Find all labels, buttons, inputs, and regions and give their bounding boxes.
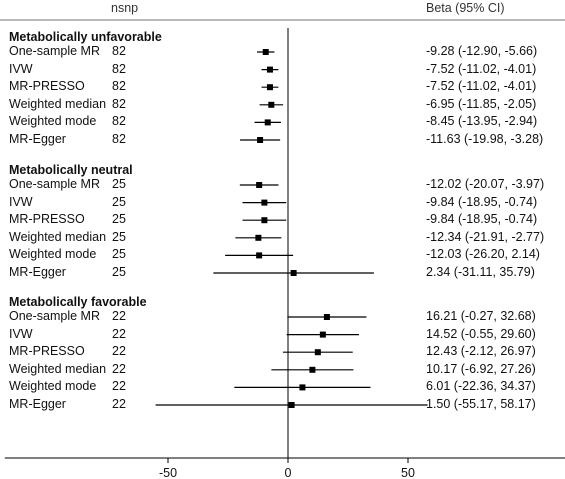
estimate-ci-text: -6.95 (-11.85, -2.05) <box>426 96 537 111</box>
method-label: Weighted mode <box>9 379 97 394</box>
group-label: Metabolically unfavorable <box>9 30 162 44</box>
method-label: Weighted mode <box>9 247 97 262</box>
estimate-ci-text: 2.34 (-31.11, 35.79) <box>426 265 535 279</box>
method-label: MR-Egger <box>9 397 66 411</box>
point-estimate <box>323 314 330 320</box>
point-estimate <box>266 66 273 73</box>
estimate-ci-text: -9.84 (-18.95, -0.74) <box>426 212 538 227</box>
group-label: Metabolically neutral <box>9 163 133 177</box>
estimate-ci-text: -8.45 (-13.95, -2.94) <box>426 114 538 129</box>
point-estimate <box>319 331 326 338</box>
point-estimate <box>264 119 271 126</box>
point-estimate <box>256 182 263 188</box>
estimate-ci-text: 16.21 (-0.27, 32.68) <box>426 309 536 323</box>
point-estimate <box>314 349 321 356</box>
estimate-ci-text: -9.84 (-18.95, -0.74) <box>426 194 538 209</box>
nsnp-value: 82 <box>112 132 126 146</box>
x-tick-label: 50 <box>401 466 415 479</box>
estimate-column-header: Beta (95% CI) <box>426 1 505 15</box>
estimate-ci-text: 1.50 (-55.17, 58.17) <box>426 397 536 411</box>
method-label: MR-Egger <box>9 132 66 146</box>
method-label: MR-PRESSO <box>9 344 85 359</box>
method-label: One-sample MR <box>9 177 100 191</box>
point-estimate <box>266 84 273 91</box>
estimate-ci-text: -9.28 (-12.90, -5.66) <box>426 44 538 58</box>
point-estimate <box>257 137 264 143</box>
point-estimate <box>261 217 268 224</box>
nsnp-value: 25 <box>112 265 126 279</box>
point-estimate <box>299 384 306 391</box>
point-estimate <box>261 199 268 206</box>
method-label: MR-PRESSO <box>9 79 85 94</box>
nsnp-value: 82 <box>112 44 126 58</box>
estimate-ci-text: -12.03 (-26.20, 2.14) <box>426 247 540 262</box>
nsnp-value: 22 <box>112 379 126 394</box>
marks-layer: -50 0 50 <box>4 28 565 479</box>
point-estimate <box>262 49 269 55</box>
nsnp-value: 82 <box>112 61 126 76</box>
point-estimate <box>288 402 295 408</box>
nsnp-value: 82 <box>112 96 126 111</box>
estimate-ci-text: 10.17 (-6.92, 27.26) <box>426 361 536 376</box>
nsnp-value: 22 <box>112 309 126 323</box>
nsnp-value: 22 <box>112 326 126 341</box>
method-label: MR-PRESSO <box>9 212 85 227</box>
estimate-ci-text: 14.52 (-0.55, 29.60) <box>426 326 536 341</box>
point-estimate <box>255 234 262 241</box>
nsnp-value: 25 <box>112 212 126 227</box>
nsnp-value: 82 <box>112 114 126 129</box>
method-label: MR-Egger <box>9 265 66 279</box>
nsnp-value: 25 <box>112 194 126 209</box>
nsnp-value: 25 <box>112 247 126 262</box>
estimate-ci-text: -7.52 (-11.02, -4.01) <box>426 79 537 94</box>
method-label: Weighted median <box>9 96 107 111</box>
point-estimate <box>256 252 263 259</box>
estimate-ci-text: 12.43 (-2.12, 26.97) <box>426 344 536 359</box>
x-tick-label: 0 <box>285 466 292 479</box>
nsnp-value: 22 <box>112 361 126 376</box>
method-label: IVW <box>9 61 33 76</box>
estimate-ci-text: 6.01 (-22.36, 34.37) <box>426 379 536 394</box>
nsnp-value: 82 <box>112 79 126 94</box>
method-label: IVW <box>9 194 33 209</box>
estimate-ci-text: -12.34 (-21.91, -2.77) <box>426 229 545 244</box>
nsnp-value: 25 <box>112 229 126 244</box>
estimate-ci-text: -12.02 (-20.07, -3.97) <box>426 177 545 191</box>
nsnp-value: 25 <box>112 177 126 191</box>
method-label: One-sample MR <box>9 44 100 58</box>
point-estimate <box>309 366 316 373</box>
nsnp-value: 22 <box>112 397 126 411</box>
method-label: Weighted median <box>9 361 107 376</box>
nsnp-value: 22 <box>112 344 126 359</box>
nsnp-column-header: nsnp <box>111 1 139 15</box>
method-label: IVW <box>9 326 33 341</box>
method-label: Weighted median <box>9 229 107 244</box>
estimate-ci-text: -7.52 (-11.02, -4.01) <box>426 61 537 76</box>
estimate-ci-text: -11.63 (-19.98, -3.28) <box>426 132 544 146</box>
point-estimate <box>268 101 275 108</box>
group-label: Metabolically favorable <box>9 295 147 309</box>
method-label: One-sample MR <box>9 309 100 323</box>
point-estimate <box>290 270 297 276</box>
method-label: Weighted mode <box>9 114 97 129</box>
x-tick-label: -50 <box>159 466 177 479</box>
